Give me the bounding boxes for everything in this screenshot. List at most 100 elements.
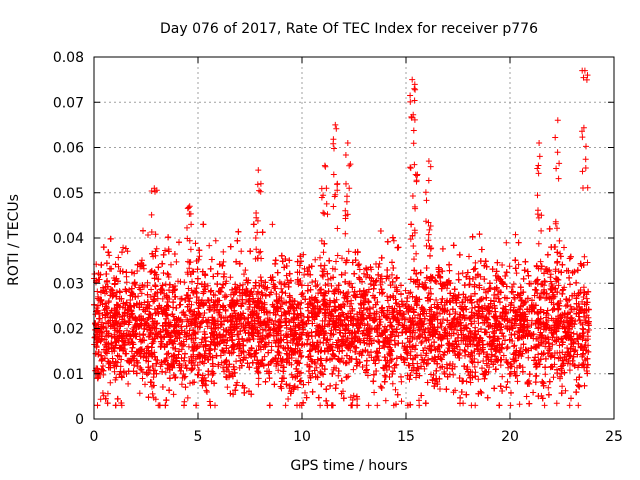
data-point [389, 271, 395, 278]
data-point [390, 237, 397, 244]
data-point [553, 400, 560, 407]
data-point [224, 384, 231, 391]
data-point [391, 364, 398, 371]
data-point [361, 270, 367, 277]
data-point [503, 239, 510, 246]
data-point [327, 330, 334, 337]
data-point [162, 281, 169, 288]
data-point [196, 253, 203, 260]
data-point [345, 289, 352, 296]
data-point [511, 295, 518, 302]
data-point [168, 261, 174, 268]
data-point [139, 257, 145, 264]
data-point [533, 277, 540, 284]
data-point [223, 278, 230, 285]
data-point [499, 262, 506, 268]
data-point [515, 261, 522, 268]
data-point [350, 366, 357, 373]
data-point [384, 293, 391, 300]
data-point [203, 387, 210, 394]
data-point [138, 290, 145, 297]
data-point [261, 353, 268, 360]
data-point [106, 298, 112, 304]
data-point [450, 389, 457, 396]
data-point [233, 358, 240, 365]
data-point [423, 361, 430, 368]
data-point [304, 336, 311, 343]
data-point [339, 255, 345, 262]
data-point [375, 264, 382, 271]
data-point [285, 344, 292, 351]
data-point [204, 282, 211, 289]
data-point [234, 379, 241, 386]
data-point [570, 330, 577, 337]
chart-title: Day 076 of 2017, Rate Of TEC Index for r… [160, 21, 538, 37]
data-point [516, 401, 523, 408]
data-point [505, 364, 512, 371]
data-point [227, 274, 234, 281]
data-point [564, 345, 571, 351]
data-point [499, 373, 506, 380]
data-point [305, 379, 312, 386]
data-point [120, 244, 127, 251]
data-point [365, 402, 372, 409]
data-point [154, 295, 161, 302]
data-point [102, 300, 109, 307]
data-point [481, 286, 487, 293]
data-point [379, 279, 386, 285]
data-point [447, 360, 454, 367]
data-point [134, 268, 141, 274]
data-point [471, 363, 478, 370]
data-point [111, 368, 118, 375]
data-point [459, 270, 466, 277]
data-point [416, 402, 423, 409]
data-point [247, 301, 254, 308]
data-point [389, 380, 396, 387]
data-point [377, 383, 384, 390]
data-point [556, 342, 563, 349]
data-point [395, 332, 402, 339]
data-point [472, 259, 479, 266]
data-point [373, 261, 379, 267]
data-point [312, 256, 319, 263]
data-point [230, 349, 237, 356]
data-point [427, 285, 434, 292]
data-point [317, 254, 323, 261]
data-point [107, 379, 114, 386]
data-point [388, 337, 395, 344]
data-point [125, 380, 132, 387]
data-point [135, 293, 142, 300]
data-point [440, 316, 447, 323]
data-point [99, 390, 106, 396]
data-point [309, 279, 316, 286]
data-point [320, 273, 326, 280]
data-point [466, 253, 472, 260]
data-point [238, 320, 245, 327]
data-point [525, 354, 532, 361]
data-point [555, 282, 562, 289]
data-point [164, 270, 171, 277]
data-points [91, 67, 592, 409]
data-point [278, 285, 285, 292]
data-point [374, 402, 381, 409]
data-point [550, 374, 557, 381]
data-point [412, 342, 419, 349]
data-point [181, 279, 188, 286]
data-point [554, 349, 561, 356]
data-point [512, 231, 519, 238]
data-point [406, 339, 413, 346]
data-point [220, 248, 227, 255]
data-point [564, 311, 571, 318]
data-point [98, 262, 105, 269]
data-point [151, 306, 158, 313]
data-point [255, 375, 262, 382]
data-point [392, 386, 399, 393]
data-point [276, 279, 283, 286]
data-point [269, 221, 276, 228]
data-point [276, 293, 283, 300]
data-point [145, 232, 151, 238]
data-point [566, 367, 573, 374]
data-point [402, 316, 409, 323]
data-point [460, 337, 467, 344]
data-point [300, 251, 307, 258]
